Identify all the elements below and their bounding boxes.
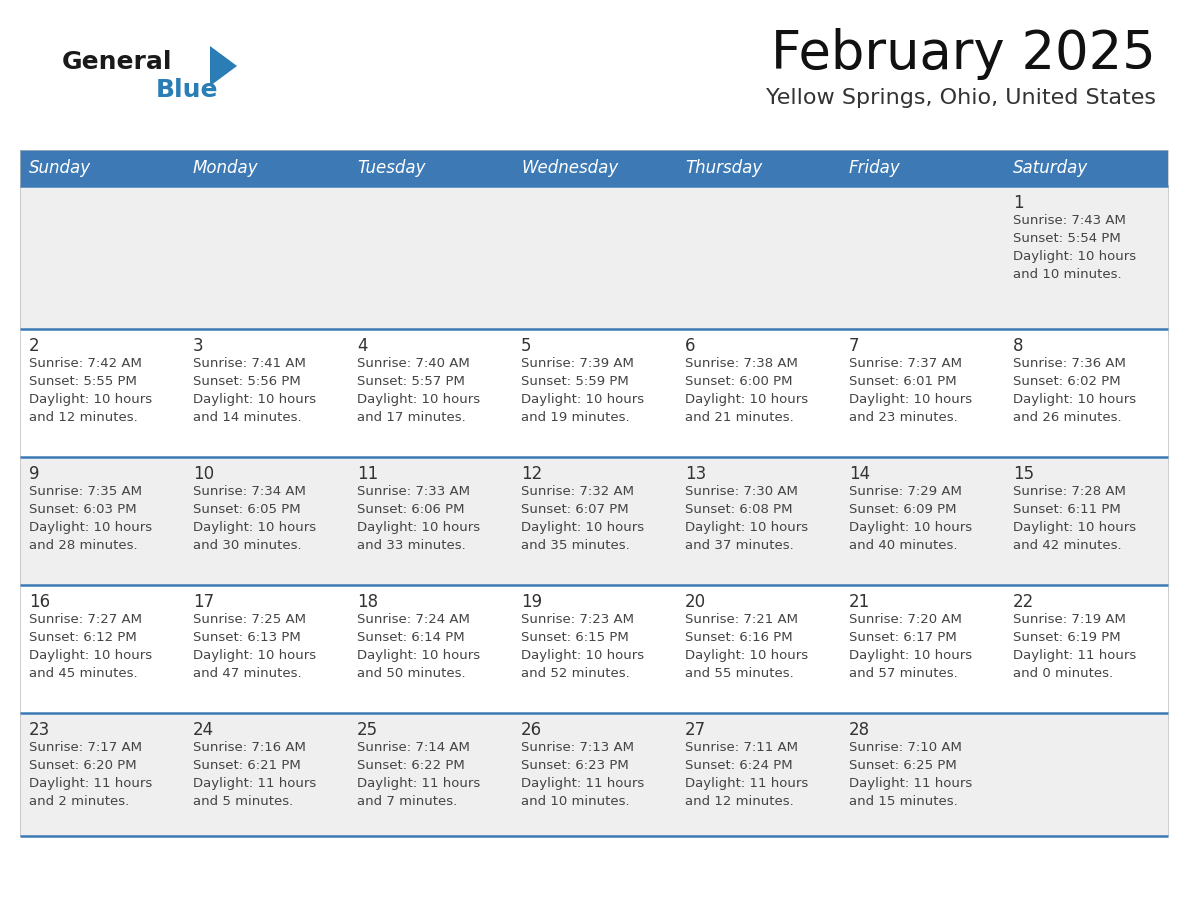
Text: Wednesday: Wednesday bbox=[522, 159, 618, 177]
Text: 23: 23 bbox=[29, 721, 50, 739]
Text: Sunrise: 7:32 AM
Sunset: 6:07 PM
Daylight: 10 hours
and 35 minutes.: Sunrise: 7:32 AM Sunset: 6:07 PM Dayligh… bbox=[522, 485, 644, 552]
Text: Sunday: Sunday bbox=[29, 159, 91, 177]
Text: Sunrise: 7:16 AM
Sunset: 6:21 PM
Daylight: 11 hours
and 5 minutes.: Sunrise: 7:16 AM Sunset: 6:21 PM Dayligh… bbox=[192, 741, 316, 808]
Bar bbox=[1004, 150, 1168, 186]
Text: 27: 27 bbox=[685, 721, 706, 739]
Text: Sunrise: 7:23 AM
Sunset: 6:15 PM
Daylight: 10 hours
and 52 minutes.: Sunrise: 7:23 AM Sunset: 6:15 PM Dayligh… bbox=[522, 613, 644, 680]
Text: Saturday: Saturday bbox=[1013, 159, 1088, 177]
Text: Sunrise: 7:35 AM
Sunset: 6:03 PM
Daylight: 10 hours
and 28 minutes.: Sunrise: 7:35 AM Sunset: 6:03 PM Dayligh… bbox=[29, 485, 152, 552]
Text: Sunrise: 7:34 AM
Sunset: 6:05 PM
Daylight: 10 hours
and 30 minutes.: Sunrise: 7:34 AM Sunset: 6:05 PM Dayligh… bbox=[192, 485, 316, 552]
Text: Sunrise: 7:38 AM
Sunset: 6:00 PM
Daylight: 10 hours
and 21 minutes.: Sunrise: 7:38 AM Sunset: 6:00 PM Dayligh… bbox=[685, 357, 808, 424]
Text: Sunrise: 7:10 AM
Sunset: 6:25 PM
Daylight: 11 hours
and 15 minutes.: Sunrise: 7:10 AM Sunset: 6:25 PM Dayligh… bbox=[849, 741, 972, 808]
Text: Sunrise: 7:30 AM
Sunset: 6:08 PM
Daylight: 10 hours
and 37 minutes.: Sunrise: 7:30 AM Sunset: 6:08 PM Dayligh… bbox=[685, 485, 808, 552]
Text: Sunrise: 7:41 AM
Sunset: 5:56 PM
Daylight: 10 hours
and 14 minutes.: Sunrise: 7:41 AM Sunset: 5:56 PM Dayligh… bbox=[192, 357, 316, 424]
Bar bbox=[20, 457, 1168, 585]
Text: 28: 28 bbox=[849, 721, 870, 739]
Text: 10: 10 bbox=[192, 465, 214, 483]
Text: 1: 1 bbox=[1013, 194, 1024, 212]
Bar bbox=[512, 150, 676, 186]
Text: Sunrise: 7:39 AM
Sunset: 5:59 PM
Daylight: 10 hours
and 19 minutes.: Sunrise: 7:39 AM Sunset: 5:59 PM Dayligh… bbox=[522, 357, 644, 424]
Text: 20: 20 bbox=[685, 593, 706, 611]
Bar bbox=[20, 713, 1168, 836]
Text: Sunrise: 7:17 AM
Sunset: 6:20 PM
Daylight: 11 hours
and 2 minutes.: Sunrise: 7:17 AM Sunset: 6:20 PM Dayligh… bbox=[29, 741, 152, 808]
Text: 21: 21 bbox=[849, 593, 871, 611]
Text: Sunrise: 7:14 AM
Sunset: 6:22 PM
Daylight: 11 hours
and 7 minutes.: Sunrise: 7:14 AM Sunset: 6:22 PM Dayligh… bbox=[358, 741, 480, 808]
Text: Sunrise: 7:29 AM
Sunset: 6:09 PM
Daylight: 10 hours
and 40 minutes.: Sunrise: 7:29 AM Sunset: 6:09 PM Dayligh… bbox=[849, 485, 972, 552]
Text: 17: 17 bbox=[192, 593, 214, 611]
Text: Sunrise: 7:25 AM
Sunset: 6:13 PM
Daylight: 10 hours
and 47 minutes.: Sunrise: 7:25 AM Sunset: 6:13 PM Dayligh… bbox=[192, 613, 316, 680]
Text: Sunrise: 7:27 AM
Sunset: 6:12 PM
Daylight: 10 hours
and 45 minutes.: Sunrise: 7:27 AM Sunset: 6:12 PM Dayligh… bbox=[29, 613, 152, 680]
Text: Sunrise: 7:20 AM
Sunset: 6:17 PM
Daylight: 10 hours
and 57 minutes.: Sunrise: 7:20 AM Sunset: 6:17 PM Dayligh… bbox=[849, 613, 972, 680]
Bar bbox=[348, 150, 512, 186]
Text: 8: 8 bbox=[1013, 337, 1024, 355]
Bar bbox=[20, 329, 1168, 457]
Text: 12: 12 bbox=[522, 465, 542, 483]
Polygon shape bbox=[210, 46, 236, 86]
Text: Sunrise: 7:36 AM
Sunset: 6:02 PM
Daylight: 10 hours
and 26 minutes.: Sunrise: 7:36 AM Sunset: 6:02 PM Dayligh… bbox=[1013, 357, 1136, 424]
Text: 18: 18 bbox=[358, 593, 378, 611]
Text: 15: 15 bbox=[1013, 465, 1034, 483]
Text: 25: 25 bbox=[358, 721, 378, 739]
Bar bbox=[20, 150, 1168, 836]
Text: 9: 9 bbox=[29, 465, 39, 483]
Text: 16: 16 bbox=[29, 593, 50, 611]
Text: Sunrise: 7:19 AM
Sunset: 6:19 PM
Daylight: 11 hours
and 0 minutes.: Sunrise: 7:19 AM Sunset: 6:19 PM Dayligh… bbox=[1013, 613, 1136, 680]
Bar bbox=[184, 150, 348, 186]
Text: 7: 7 bbox=[849, 337, 859, 355]
Text: February 2025: February 2025 bbox=[771, 28, 1156, 80]
Text: Monday: Monday bbox=[192, 159, 259, 177]
Text: Sunrise: 7:13 AM
Sunset: 6:23 PM
Daylight: 11 hours
and 10 minutes.: Sunrise: 7:13 AM Sunset: 6:23 PM Dayligh… bbox=[522, 741, 644, 808]
Text: 26: 26 bbox=[522, 721, 542, 739]
Text: Friday: Friday bbox=[849, 159, 901, 177]
Text: Sunrise: 7:24 AM
Sunset: 6:14 PM
Daylight: 10 hours
and 50 minutes.: Sunrise: 7:24 AM Sunset: 6:14 PM Dayligh… bbox=[358, 613, 480, 680]
Text: Yellow Springs, Ohio, United States: Yellow Springs, Ohio, United States bbox=[766, 88, 1156, 108]
Text: 22: 22 bbox=[1013, 593, 1035, 611]
Text: 6: 6 bbox=[685, 337, 695, 355]
Text: 11: 11 bbox=[358, 465, 378, 483]
Text: Sunrise: 7:11 AM
Sunset: 6:24 PM
Daylight: 11 hours
and 12 minutes.: Sunrise: 7:11 AM Sunset: 6:24 PM Dayligh… bbox=[685, 741, 808, 808]
Text: Tuesday: Tuesday bbox=[358, 159, 425, 177]
Bar bbox=[676, 150, 840, 186]
Text: 14: 14 bbox=[849, 465, 870, 483]
Text: 24: 24 bbox=[192, 721, 214, 739]
Text: Sunrise: 7:21 AM
Sunset: 6:16 PM
Daylight: 10 hours
and 55 minutes.: Sunrise: 7:21 AM Sunset: 6:16 PM Dayligh… bbox=[685, 613, 808, 680]
Text: General: General bbox=[62, 50, 172, 74]
Text: Sunrise: 7:33 AM
Sunset: 6:06 PM
Daylight: 10 hours
and 33 minutes.: Sunrise: 7:33 AM Sunset: 6:06 PM Dayligh… bbox=[358, 485, 480, 552]
Text: Blue: Blue bbox=[156, 78, 219, 102]
Text: 13: 13 bbox=[685, 465, 706, 483]
Bar bbox=[20, 585, 1168, 713]
Bar bbox=[840, 150, 1004, 186]
Text: 3: 3 bbox=[192, 337, 203, 355]
Text: 19: 19 bbox=[522, 593, 542, 611]
Text: Thursday: Thursday bbox=[685, 159, 763, 177]
Text: Sunrise: 7:28 AM
Sunset: 6:11 PM
Daylight: 10 hours
and 42 minutes.: Sunrise: 7:28 AM Sunset: 6:11 PM Dayligh… bbox=[1013, 485, 1136, 552]
Text: Sunrise: 7:37 AM
Sunset: 6:01 PM
Daylight: 10 hours
and 23 minutes.: Sunrise: 7:37 AM Sunset: 6:01 PM Dayligh… bbox=[849, 357, 972, 424]
Text: 2: 2 bbox=[29, 337, 39, 355]
Text: Sunrise: 7:42 AM
Sunset: 5:55 PM
Daylight: 10 hours
and 12 minutes.: Sunrise: 7:42 AM Sunset: 5:55 PM Dayligh… bbox=[29, 357, 152, 424]
Text: 4: 4 bbox=[358, 337, 367, 355]
Text: Sunrise: 7:40 AM
Sunset: 5:57 PM
Daylight: 10 hours
and 17 minutes.: Sunrise: 7:40 AM Sunset: 5:57 PM Dayligh… bbox=[358, 357, 480, 424]
Text: Sunrise: 7:43 AM
Sunset: 5:54 PM
Daylight: 10 hours
and 10 minutes.: Sunrise: 7:43 AM Sunset: 5:54 PM Dayligh… bbox=[1013, 214, 1136, 281]
Text: 5: 5 bbox=[522, 337, 531, 355]
Bar bbox=[20, 186, 1168, 329]
Bar bbox=[20, 150, 184, 186]
